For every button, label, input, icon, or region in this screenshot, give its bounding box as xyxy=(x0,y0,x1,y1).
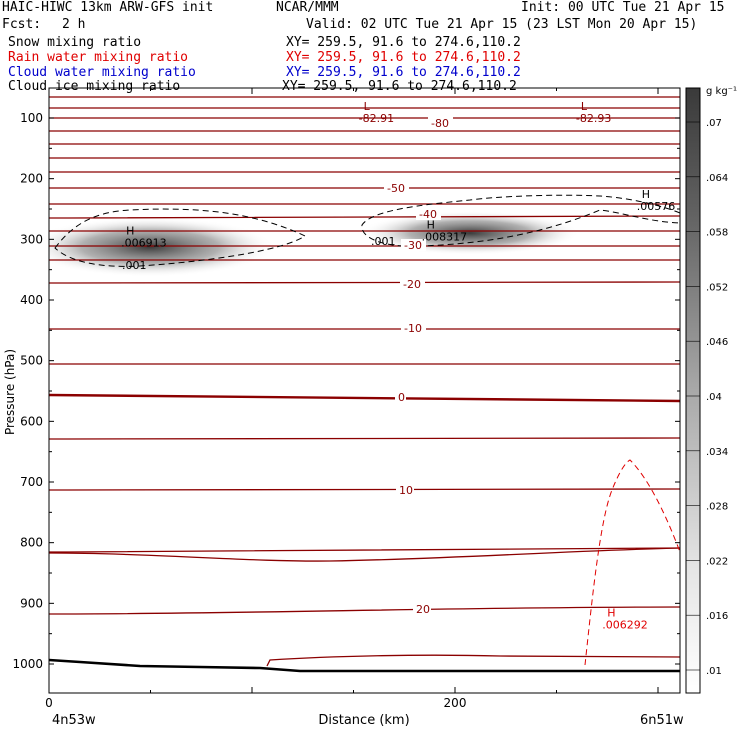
contour-label-bg xyxy=(401,239,426,251)
field-xy-cloud-water: XY= 259.5, 91.6 to 274.6,110.2 xyxy=(286,65,521,80)
colorbar xyxy=(685,87,701,694)
extremum-value: .008317 xyxy=(422,230,468,243)
contour-label: -20 xyxy=(403,278,421,291)
colorbar-label: .034 xyxy=(706,447,728,458)
fcst-value: 2 h xyxy=(62,17,86,32)
extremum-marker: H xyxy=(607,607,615,620)
contour-label: -50 xyxy=(387,182,405,195)
colorbar-label: .022 xyxy=(706,556,728,567)
y-tick-label: 600 xyxy=(20,414,43,428)
extremum-marker: L xyxy=(581,100,588,113)
y-tick-label: 100 xyxy=(20,111,43,125)
isotherm-line xyxy=(49,547,680,553)
extremum-value: -82.93 xyxy=(576,112,611,125)
title-center: NCAR/MMM xyxy=(276,0,339,15)
contour-label: -30 xyxy=(404,239,422,252)
contour-label: 0 xyxy=(398,391,405,404)
contour-label-bg xyxy=(384,182,409,194)
contour-label: -80 xyxy=(431,117,449,130)
valid-time: Valid: 02 UTC Tue 21 Apr 15 (23 LST Mon … xyxy=(306,17,698,32)
extremum-value: .00576 xyxy=(637,200,676,213)
y-axis-label: Pressure (hPa) xyxy=(3,349,17,435)
extremum-value: -82.91 xyxy=(359,112,394,125)
fcst-label: Fcst: xyxy=(2,17,42,32)
y-tick-label: 900 xyxy=(20,596,43,610)
rain-contour xyxy=(584,459,680,666)
ice-contour-right xyxy=(361,194,680,247)
colorbar-label: .052 xyxy=(706,282,728,293)
snow-shading-left xyxy=(49,217,275,277)
isotherm-line xyxy=(49,281,680,284)
colorbar-label: .01 xyxy=(706,666,722,677)
freezing-level-line xyxy=(49,393,680,403)
surface-terrain-line xyxy=(49,658,680,673)
title-left: HAIC-HIWC 13km ARW-GFS init xyxy=(2,0,214,15)
field-name-snow: Snow mixing ratio xyxy=(8,35,142,50)
y-tick-label: 300 xyxy=(20,232,43,246)
extremum-marker: L xyxy=(364,100,371,113)
y-tick-label: 1000 xyxy=(12,657,43,671)
field-name-rain: Rain water mixing ratio xyxy=(8,50,189,65)
contour-label: -10 xyxy=(404,322,422,335)
y-tick-label: 700 xyxy=(20,475,43,489)
contour-label-bg xyxy=(400,278,425,290)
isotherm-line xyxy=(49,606,680,615)
y-tick-label: 800 xyxy=(20,536,43,550)
x-tick-label: 0 xyxy=(45,696,53,710)
extremum-marker: H xyxy=(126,224,134,237)
contour-label-bg xyxy=(413,603,431,615)
field-xy-cloud-ice: XY= 259.5, 91.6 to 274.6,110.2 xyxy=(282,79,517,94)
colorbar-label: .04 xyxy=(706,392,722,403)
isotherm-line xyxy=(49,547,680,562)
extremum-value: .006913 xyxy=(121,236,167,249)
contour-label-bg xyxy=(428,117,453,129)
field-name-cloud-water: Cloud water mixing ratio xyxy=(8,65,196,80)
colorbar-unit: g kg⁻¹ xyxy=(706,86,737,97)
x-tick-label: 200 xyxy=(444,696,467,710)
extremum-marker: H xyxy=(427,218,435,231)
contour-label-bg xyxy=(401,322,426,334)
colorbar-label: .058 xyxy=(706,228,728,239)
extremum-value: .006292 xyxy=(602,619,648,632)
ice-contour-left xyxy=(54,208,307,267)
contour-label-bg xyxy=(396,484,414,496)
x-axis-label: Distance (km) xyxy=(318,713,409,728)
colorbar-label: .046 xyxy=(706,337,728,348)
snow-shading-right xyxy=(360,211,580,255)
plot-frame xyxy=(48,87,681,694)
field-xy-rain: XY= 259.5, 91.6 to 274.6,110.2 xyxy=(286,50,521,65)
colorbar-label: .07 xyxy=(706,118,722,129)
contour-label: 20 xyxy=(416,603,430,616)
y-tick-label: 200 xyxy=(20,172,43,186)
ice-label-left: .001 xyxy=(122,259,147,272)
ice-label-right: .001 xyxy=(371,235,396,248)
isotherm-line xyxy=(49,437,680,440)
x-start-label: 4n53w xyxy=(52,713,96,728)
near-surface-contour xyxy=(266,654,680,667)
y-tick-label: 500 xyxy=(20,354,43,368)
colorbar-label: .064 xyxy=(706,173,728,184)
field-xy-snow: XY= 259.5, 91.6 to 274.6,110.2 xyxy=(286,35,521,50)
extremum-marker: H xyxy=(642,188,650,201)
colorbar-label: .016 xyxy=(706,611,728,622)
contour-label: 10 xyxy=(399,484,413,497)
contour-label-bg xyxy=(416,208,441,220)
contour-label-bg xyxy=(395,391,406,403)
isotherm-line xyxy=(49,488,680,491)
contour-label: -40 xyxy=(419,208,437,221)
x-end-label: 6n51w xyxy=(640,713,684,728)
colorbar-label: .028 xyxy=(706,502,728,513)
y-tick-label: 400 xyxy=(20,293,43,307)
init-time: Init: 00 UTC Tue 21 Apr 15 xyxy=(521,0,725,15)
